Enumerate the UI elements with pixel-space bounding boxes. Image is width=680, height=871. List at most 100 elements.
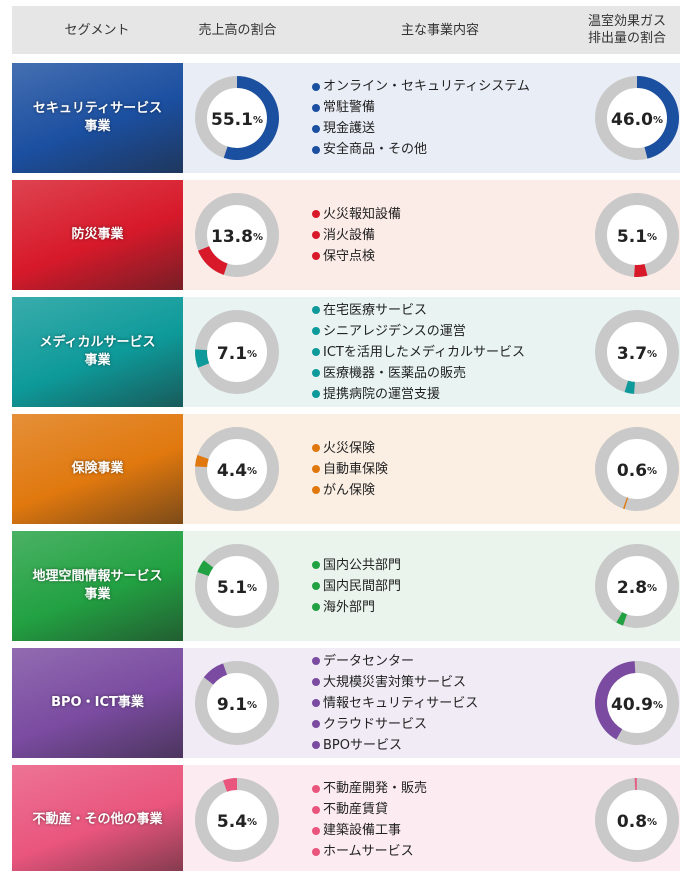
revenue-donut: 5.1%: [195, 544, 279, 628]
donut-arc: [198, 245, 228, 275]
value-unit: %: [647, 349, 657, 360]
bullet: [312, 327, 320, 335]
business-item: 保守点検: [312, 246, 401, 267]
segment-name: 事業: [84, 587, 111, 602]
revenue-donut: 4.4%: [195, 427, 279, 511]
value-number: 5.4: [217, 812, 247, 832]
business-item: BPOサービス: [312, 735, 478, 756]
segment-cell: BPO・ICT事業: [12, 648, 183, 758]
bullet: [312, 145, 320, 154]
segment-name: 事業: [84, 119, 111, 134]
item-text: 火災保険: [323, 440, 376, 456]
ghg-value: 3.7%: [617, 344, 657, 364]
bullet: [312, 678, 320, 686]
item-text: 消火設備: [323, 227, 376, 243]
item-list: 火災報知設備 消火設備保守点検: [312, 180, 401, 290]
donut-arc: [636, 76, 679, 159]
revenue-donut: 55.1%: [195, 76, 279, 160]
item-text: BPOサービス: [323, 737, 402, 753]
donut-arc: [195, 455, 209, 468]
value-number: 2.8: [617, 578, 647, 598]
item-text: ICTを活用したメディカルサービス: [323, 344, 525, 360]
item-text: 不動産開発・販売: [323, 781, 428, 796]
revenue-value: 4.4%: [217, 461, 257, 481]
donut-track: [595, 427, 679, 511]
value-number: 55.1: [211, 110, 253, 130]
item-text: 不動産賃貸: [323, 802, 389, 817]
value-unit: %: [253, 115, 263, 126]
value-number: 13.8: [211, 227, 253, 247]
ghg-value: 0.8%: [617, 812, 657, 832]
bullet: [312, 465, 320, 473]
value-number: 5.1: [617, 227, 647, 247]
item-text: がん保険: [323, 482, 376, 498]
donut-track: [195, 661, 279, 745]
header-segment: セグメント: [64, 23, 130, 38]
segment-name: 防災事業: [71, 227, 124, 242]
revenue-value: 55.1%: [211, 110, 263, 130]
revenue-donut: 5.4%: [195, 778, 279, 862]
item-list: オンライン・セキュリティシステム 常駐警備現金護送安全商品・その他: [312, 63, 530, 173]
item-text: 常駐警備: [323, 100, 376, 115]
item-text: 国内公共部門: [323, 557, 402, 573]
business-item: 安全商品・その他: [312, 139, 530, 160]
bullet: [312, 699, 320, 707]
item-text: 建築設備工事: [323, 823, 402, 838]
revenue-value: 5.4%: [217, 812, 257, 832]
segment-cell: セキュリティサービス 事業: [12, 63, 183, 173]
value-unit: %: [247, 583, 257, 594]
bullet: [312, 82, 320, 91]
business-item: 医療機器・医薬品の販売: [312, 363, 525, 384]
bullet: [312, 657, 320, 665]
bullet: [312, 348, 320, 356]
segment-name: BPO・ICT事業: [51, 695, 144, 710]
bullet: [312, 252, 320, 260]
item-text: データセンター: [323, 653, 415, 669]
value-number: 46.0: [611, 110, 653, 130]
item-text: 現金護送: [323, 121, 376, 136]
business-item: 不動産賃貸: [312, 799, 427, 820]
business-item: ICTを活用したメディカルサービス: [312, 342, 525, 363]
ghg-value: 2.8%: [617, 578, 657, 598]
business-item: 消火設備: [312, 225, 401, 246]
header-ghg-line: 排出量の割合: [588, 31, 667, 46]
item-list: 国内公共部門 国内民間部門 海外部門: [312, 531, 401, 641]
donut-arc: [195, 349, 210, 368]
donut-arc: [197, 560, 214, 577]
bullet: [312, 784, 320, 793]
bullet: [312, 805, 320, 814]
header-ghg-line: 温室効果ガス: [588, 14, 667, 29]
item-text: 大規模災害対策サービス: [323, 674, 467, 690]
segment-name: 不動産・その他の事業: [32, 812, 163, 827]
ghg-donut: 0.8%: [595, 778, 679, 862]
donut-arc: [624, 380, 636, 394]
bullet: [312, 124, 320, 133]
item-text: オンライン・セキュリティシステム: [323, 79, 530, 94]
item-text: 保守点検: [323, 248, 376, 264]
business-item: 建築設備工事: [312, 820, 427, 841]
value-unit: %: [653, 700, 663, 711]
donut-track: [195, 427, 279, 511]
donut-track: [595, 544, 679, 628]
business-item: 国内民間部門: [312, 576, 401, 597]
bullet: [312, 582, 320, 590]
item-text: 情報セキュリティサービス: [323, 695, 479, 711]
item-text: 火災報知設備: [323, 206, 402, 222]
value-unit: %: [247, 700, 257, 711]
value-unit: %: [647, 583, 657, 594]
bullet: [312, 103, 320, 112]
value-number: 9.1: [217, 695, 247, 715]
item-text: 医療機器・医薬品の販売: [323, 365, 467, 381]
item-list: データセンター 大規模災害対策サービス 情報セキュリティサービス クラウドサービス BP…: [312, 648, 478, 758]
ghg-donut: 46.0%: [595, 76, 679, 160]
business-item: がん保険: [312, 480, 388, 501]
value-number: 5.1: [217, 578, 247, 598]
value-unit: %: [647, 466, 657, 477]
business-item: シニアレジデンスの運営: [312, 321, 525, 342]
business-item: ホームサービス: [312, 841, 427, 862]
donut-arc: [203, 663, 228, 685]
bullet: [312, 720, 320, 728]
revenue-donut: 13.8%: [195, 193, 279, 277]
segment-cell: 地理空間情報サービス 事業: [12, 531, 183, 641]
header-revenue: 売上高の割合: [198, 23, 277, 38]
